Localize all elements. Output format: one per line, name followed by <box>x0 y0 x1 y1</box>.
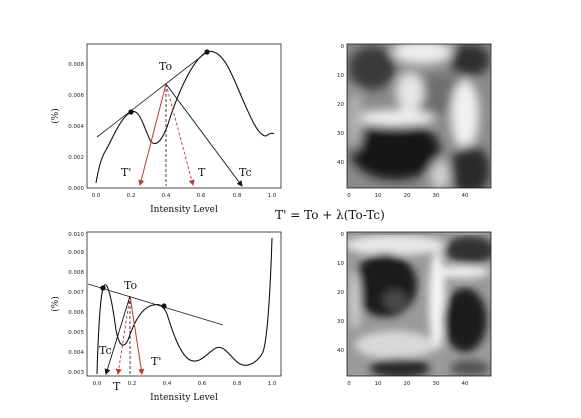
bottom-image-xtick: 40 <box>462 381 469 387</box>
top-ytick: 0.000 <box>68 186 84 192</box>
bottom-peak-marker-1 <box>100 285 106 291</box>
top-label-to: To <box>159 60 172 73</box>
top-label-t-prime: T' <box>121 166 131 179</box>
top-label-t: T <box>198 166 206 179</box>
bottom-image-xtick: 0 <box>347 381 351 387</box>
bottom-image-x-ticks: 0 10 20 30 40 <box>347 381 469 387</box>
bottom-ytick: 0.007 <box>68 290 84 296</box>
top-image-ytick: 40 <box>337 160 344 166</box>
bottom-image-ytick: 30 <box>337 319 344 325</box>
top-xtick: 0.8 <box>233 193 242 199</box>
top-xtick: 1.0 <box>268 193 277 199</box>
bottom-ytick: 0.005 <box>68 330 84 336</box>
bottom-image-xtick: 20 <box>404 381 411 387</box>
bottom-label-to: To <box>124 279 137 292</box>
bottom-y-axis-label: (%) <box>50 296 61 312</box>
bottom-arrow-t-prime <box>129 295 145 375</box>
bottom-xtick: 1.0 <box>268 381 277 387</box>
top-label-tc: Tc <box>239 166 252 179</box>
bottom-tangent-line <box>87 283 224 326</box>
bottom-label-tc: Tc <box>99 344 112 357</box>
top-peak-marker-2 <box>204 49 210 55</box>
bottom-image-ytick: 0 <box>341 232 345 238</box>
bottom-xtick: 0.8 <box>233 381 242 387</box>
top-arrow-tc <box>165 83 243 187</box>
top-xtick: 0.6 <box>197 193 206 199</box>
top-image-ytick: 10 <box>337 73 344 79</box>
bottom-x-ticks: 0.0 0.2 0.4 0.6 0.8 1.0 <box>93 381 277 387</box>
bottom-xtick: 0.0 <box>93 381 102 387</box>
top-ytick: 0.006 <box>68 93 84 99</box>
top-image-xtick: 20 <box>404 193 411 199</box>
bottom-image-frame <box>346 231 492 377</box>
top-image-frame <box>346 43 492 189</box>
top-tangent-line <box>96 51 208 138</box>
bottom-ytick: 0.008 <box>68 270 84 276</box>
bottom-xtick: 0.2 <box>128 381 137 387</box>
top-image-ytick: 0 <box>341 44 345 50</box>
top-image-xtick: 40 <box>462 193 469 199</box>
bottom-image-xtick: 10 <box>375 381 382 387</box>
bottom-image-y-ticks: 0 10 20 30 40 <box>337 232 345 354</box>
top-image-xtick: 10 <box>375 193 382 199</box>
top-arrow-t <box>165 83 195 186</box>
bottom-ytick: 0.006 <box>68 310 84 316</box>
bottom-plot-frame <box>86 231 282 377</box>
bottom-xtick: 0.4 <box>163 381 172 387</box>
bottom-xtick: 0.6 <box>198 381 207 387</box>
top-image-y-ticks: 0 10 20 30 40 <box>337 44 345 166</box>
top-y-axis-label: (%) <box>50 108 61 124</box>
bottom-arrow-tc <box>104 295 131 375</box>
top-ytick: 0.004 <box>68 124 84 130</box>
top-x-ticks: 0.0 0.2 0.4 0.6 0.8 1.0 <box>92 193 277 199</box>
bottom-x-axis-label: Intensity Level <box>150 393 218 403</box>
bottom-ytick: 0.003 <box>68 370 84 376</box>
top-histogram-panel: To T' T Tc 0.0 0.2 0.4 0.6 0.8 1.0 0.000… <box>50 43 282 215</box>
top-image-ytick: 20 <box>337 102 344 108</box>
top-plot-frame <box>86 43 282 189</box>
bottom-arrow-t <box>115 295 131 375</box>
bottom-image-xtick: 30 <box>433 381 440 387</box>
top-x-axis-label: Intensity Level <box>150 205 218 215</box>
bottom-image-ytick: 40 <box>337 348 344 354</box>
bottom-peak-marker-2 <box>161 303 167 309</box>
top-arrow-t-prime <box>138 83 167 186</box>
top-image-xtick: 30 <box>433 193 440 199</box>
bottom-ytick: 0.009 <box>68 250 84 256</box>
top-xtick: 0.4 <box>162 193 171 199</box>
bottom-grayscale-image: 0 10 20 30 40 0 10 20 30 40 <box>337 231 492 387</box>
top-image-x-ticks: 0 10 20 30 40 <box>347 193 469 199</box>
bottom-image-ytick: 20 <box>337 290 344 296</box>
top-y-ticks: 0.000 0.002 0.004 0.006 0.008 <box>68 62 84 192</box>
bottom-histogram-curve <box>96 237 273 375</box>
bottom-image-ytick: 10 <box>337 261 344 267</box>
bottom-ytick: 0.010 <box>68 232 84 238</box>
top-ytick: 0.008 <box>68 62 84 68</box>
top-ytick: 0.002 <box>68 155 84 161</box>
threshold-formula: T' = To + λ(To-Tc) <box>275 208 385 222</box>
top-grayscale-image: 0 10 20 30 40 0 10 20 30 40 <box>337 43 492 199</box>
top-xtick: 0.0 <box>92 193 101 199</box>
top-histogram-curve <box>95 50 275 184</box>
bottom-label-t-prime: T' <box>151 355 161 368</box>
bottom-ytick: 0.004 <box>68 350 84 356</box>
bottom-label-t: T <box>113 380 121 393</box>
top-xtick: 0.2 <box>127 193 136 199</box>
top-image-xtick: 0 <box>347 193 351 199</box>
top-image-ytick: 30 <box>337 131 344 137</box>
bottom-histogram-panel: To Tc T T' 0.0 0.2 0.4 0.6 0.8 1.0 0.003… <box>50 231 282 403</box>
bottom-y-ticks: 0.003 0.004 0.005 0.006 0.007 0.008 0.00… <box>68 232 84 376</box>
top-peak-marker-1 <box>128 109 134 115</box>
